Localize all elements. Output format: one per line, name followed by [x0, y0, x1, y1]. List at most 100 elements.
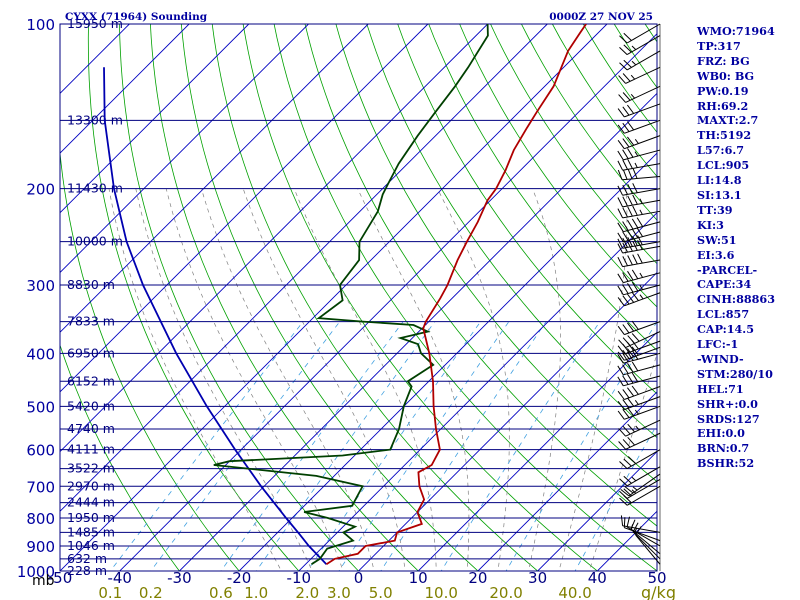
pressure-tick-label: 1000 — [17, 563, 55, 581]
wind-barb-flag — [622, 73, 631, 82]
wind-barb-half-flag — [631, 60, 637, 66]
wind-barb-flag — [619, 461, 628, 469]
wind-barb-shaft — [624, 396, 661, 411]
isotherm-line — [536, 450, 657, 571]
wind-barb — [617, 205, 661, 219]
temperature-tick-label: 10 — [409, 569, 428, 587]
wind-barb-flag — [631, 228, 639, 239]
wind-barb-flag — [627, 148, 634, 158]
pressure-tick-label: 100 — [26, 16, 55, 34]
index-item: LFC:-1 — [697, 337, 739, 352]
wind-barb-half-flag — [639, 209, 643, 215]
wind-barb-flag — [622, 295, 630, 305]
dry-adiabat-line — [242, 24, 598, 571]
dry-adiabat-line — [150, 24, 419, 571]
wind-barb-shaft — [624, 340, 661, 355]
height-label: 1046 m — [67, 538, 115, 553]
dry-adiabat-line — [428, 24, 657, 351]
isotherm-line — [477, 391, 657, 571]
wind-barb-flag — [622, 324, 630, 334]
index-item: TH:5192 — [697, 128, 752, 143]
wind-barb-flag — [617, 150, 624, 161]
isotherm-line — [178, 92, 657, 571]
index-item: BSHR:52 — [697, 456, 755, 471]
wind-barb-shaft — [623, 364, 661, 376]
wind-barb — [617, 385, 661, 400]
height-label: 228 m — [67, 563, 107, 578]
index-item: HEL:71 — [697, 381, 744, 396]
wind-barb — [617, 405, 661, 420]
wind-barb-shaft — [622, 525, 661, 533]
height-label: 4740 m — [67, 421, 115, 436]
wind-barb-flag — [627, 335, 635, 344]
wind-barb-flag — [631, 281, 639, 292]
dry-adiabat-line — [304, 24, 657, 527]
wind-barb — [619, 449, 661, 470]
pressure-tick-label: 900 — [26, 538, 55, 556]
wind-barb-flag — [622, 92, 631, 101]
wind-barb-shaft — [624, 386, 661, 400]
wind-barb-shaft — [625, 419, 661, 437]
wind-barb-flag — [627, 183, 633, 194]
wind-barb — [617, 135, 661, 150]
wind-barb-flag — [617, 273, 624, 283]
isotherm-line — [60, 24, 608, 571]
wind-barb-flag — [627, 397, 635, 407]
wind-barb-flag — [627, 407, 635, 417]
wind-barb — [617, 235, 661, 249]
wind-barb — [617, 291, 661, 307]
wind-barb-shaft — [624, 135, 661, 150]
temperature-tick-label: 20 — [468, 569, 487, 587]
wind-barb-flag — [620, 489, 630, 497]
wind-barb-flag — [617, 185, 624, 196]
wind-barb-flag — [619, 497, 628, 506]
wind-barb-half-flag — [634, 409, 639, 415]
wind-barb-flag — [617, 285, 624, 296]
mixing-ratio-label: 0.2 — [139, 584, 163, 600]
wind-barb-half-flag — [639, 284, 644, 290]
wind-barb-shaft — [626, 478, 661, 499]
temperature-tick-label: 30 — [528, 569, 547, 587]
wind-barb-flag — [631, 350, 639, 360]
wind-barb — [617, 350, 661, 364]
wind-barb-flag — [617, 124, 625, 134]
index-item: TP:317 — [697, 38, 741, 53]
wind-barb-flag — [622, 256, 628, 266]
moist-adiabat-line — [165, 188, 344, 571]
dry-adiabat-line — [552, 24, 657, 178]
wind-barb — [619, 35, 661, 56]
index-item: LCL:905 — [697, 158, 750, 173]
wind-barb-flag — [623, 44, 632, 53]
wind-barb-flag — [622, 169, 628, 180]
wind-barb — [617, 320, 661, 336]
wind-barb-flag — [627, 230, 634, 240]
wind-barb-half-flag — [635, 425, 640, 431]
wind-barb — [617, 183, 661, 196]
wind-barb-half-flag — [631, 45, 637, 50]
dry-adiabat-line — [60, 343, 180, 571]
temperature-tick-label: 0 — [354, 569, 364, 587]
dry-adiabat-line — [459, 24, 657, 308]
wind-barb-shaft — [625, 432, 661, 450]
wind-barb-flag — [627, 363, 634, 373]
temperature-tick-label: 40 — [588, 569, 607, 587]
mixing-ratio-label: 5.0 — [369, 584, 393, 600]
wind-barb-flag — [617, 354, 624, 364]
index-item: CINH:88863 — [697, 292, 775, 307]
wind-barb-flag — [632, 168, 638, 179]
wind-barb-flag — [617, 197, 624, 208]
wind-barb-flag — [627, 236, 633, 247]
wind-barb-flag — [617, 376, 624, 387]
wind-barb-shaft — [622, 241, 661, 249]
index-item: BRN:0.7 — [697, 441, 750, 456]
wind-barb-flag — [627, 322, 635, 332]
wind-barb-flag — [622, 231, 629, 241]
wind-barb-shaft — [622, 163, 661, 171]
wind-barb-shaft — [623, 375, 661, 387]
dry-adiabat-line — [582, 24, 657, 133]
mixing-ratio-line — [505, 321, 657, 571]
mixing-ratio-unit: g/kg — [641, 583, 676, 600]
index-item: PW:0.19 — [697, 83, 749, 98]
wind-barb-shaft — [625, 66, 661, 84]
isotherm-line — [60, 24, 488, 453]
